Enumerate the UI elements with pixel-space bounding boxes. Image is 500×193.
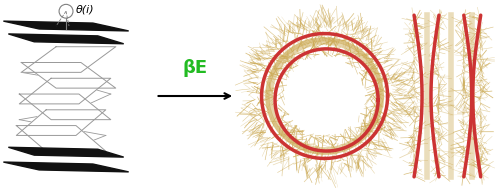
- Polygon shape: [16, 110, 106, 135]
- Polygon shape: [22, 63, 116, 88]
- Polygon shape: [4, 162, 128, 172]
- Polygon shape: [4, 21, 128, 31]
- Text: θ(i): θ(i): [76, 4, 94, 14]
- Polygon shape: [22, 47, 116, 72]
- Polygon shape: [20, 78, 111, 104]
- Polygon shape: [8, 34, 123, 44]
- Polygon shape: [16, 126, 106, 151]
- Polygon shape: [20, 94, 111, 120]
- Polygon shape: [8, 147, 123, 157]
- Text: βE: βE: [182, 59, 208, 77]
